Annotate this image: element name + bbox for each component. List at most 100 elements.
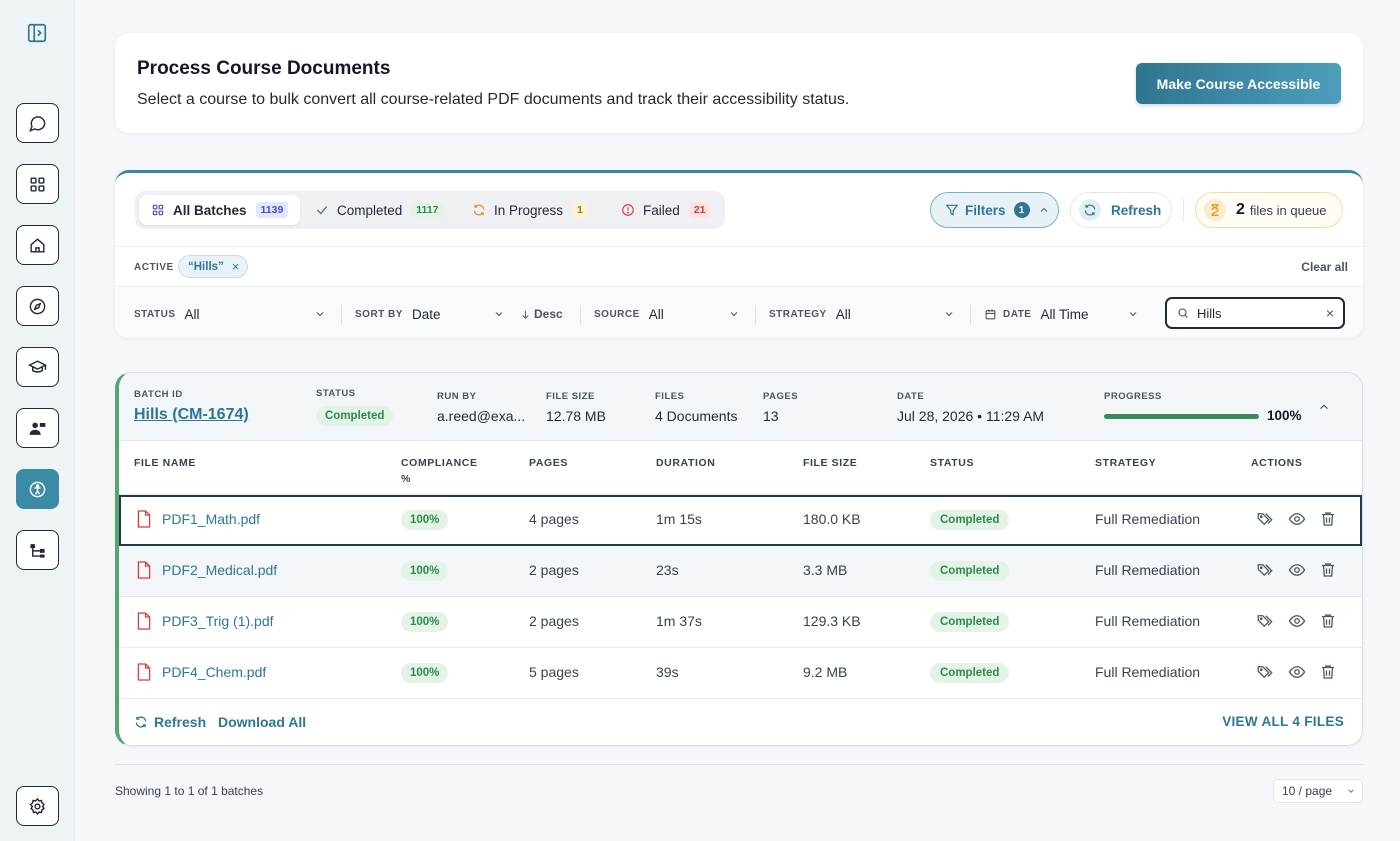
filters-button[interactable]: Filters 1 (930, 192, 1059, 228)
files-table-header: FILE NAME COMPLIANCE% PAGES DURATION FIL… (119, 442, 1362, 495)
tags-icon[interactable] (1256, 510, 1274, 528)
sort-direction-toggle[interactable]: Desc (520, 300, 563, 328)
pdf-file-icon (137, 561, 151, 579)
tab-count: 1139 (255, 202, 289, 218)
courses-button[interactable] (16, 347, 59, 387)
file-name-link[interactable]: PDF3_Trig (1).pdf (162, 613, 274, 629)
file-name-link[interactable]: PDF1_Math.pdf (162, 511, 261, 527)
apps-button[interactable] (16, 164, 59, 204)
files-value: 4 Documents (655, 408, 738, 424)
date-filter[interactable]: DATE All Time (984, 300, 1139, 328)
progress-bar-fill (1104, 414, 1259, 419)
eye-icon[interactable] (1288, 510, 1306, 528)
check-icon (315, 203, 329, 217)
eye-icon[interactable] (1288, 612, 1306, 630)
batch-refresh-button[interactable]: Refresh (134, 714, 206, 730)
tab-label: All Batches (173, 202, 247, 218)
table-row[interactable]: PDF3_Trig (1).pdf 100% 2 pages 1m 37s 12… (119, 597, 1362, 648)
tags-icon[interactable] (1256, 561, 1274, 579)
col-file-name: FILE NAME (134, 457, 196, 469)
batch-toolbar: All Batches 1139 Completed 1117 In Progr… (115, 170, 1363, 338)
strategy-filter[interactable]: STRATEGY All (769, 300, 955, 328)
table-row[interactable]: PDF1_Math.pdf 100% 4 pages 1m 15s 180.0 … (119, 495, 1362, 546)
sync-icon (472, 203, 486, 217)
file-size-cell: 3.3 MB (803, 562, 848, 578)
chat-button[interactable] (16, 103, 59, 143)
strategy-filter-label: STRATEGY (769, 308, 827, 320)
tab-label: Completed (337, 202, 403, 218)
users-button[interactable] (16, 408, 59, 448)
pages-cell: 2 pages (529, 613, 579, 629)
date-filter-value: All Time (1040, 306, 1089, 322)
trash-icon[interactable] (1319, 510, 1337, 528)
search-field[interactable]: × (1165, 297, 1345, 329)
eye-icon[interactable] (1288, 561, 1306, 579)
explore-button[interactable] (16, 286, 59, 326)
duration-cell: 1m 15s (656, 511, 702, 527)
progress-percent: 100% (1267, 408, 1302, 423)
sidebar (0, 0, 75, 841)
tags-icon[interactable] (1256, 663, 1274, 681)
accessibility-icon (29, 481, 46, 497)
queue-count: 2 (1236, 201, 1245, 218)
active-label: ACTIVE (134, 262, 174, 273)
status-badge: Completed (316, 406, 394, 426)
col-compliance-label: COMPLIANCE (401, 457, 478, 469)
file-name-link[interactable]: PDF4_Chem.pdf (162, 664, 267, 680)
search-icon (1178, 308, 1188, 318)
trash-icon[interactable] (1319, 561, 1337, 579)
clear-search-icon[interactable]: × (1325, 305, 1334, 321)
col-compliance: COMPLIANCE% (401, 455, 478, 487)
tab-all-batches[interactable]: All Batches 1139 (139, 195, 301, 225)
sidebar-toggle-icon[interactable] (26, 22, 48, 44)
compliance-badge: 100% (401, 663, 449, 683)
file-name-link[interactable]: PDF2_Medical.pdf (162, 562, 278, 578)
chevron-up-icon (1040, 207, 1047, 212)
refresh-button[interactable]: Refresh (1070, 192, 1172, 228)
filter-row: STATUS All SORT BY Date Desc SOURCE All … (115, 287, 1363, 338)
tags-icon[interactable] (1256, 612, 1274, 630)
page-size-select[interactable]: 10 / page (1273, 779, 1363, 803)
run-by-label: RUN BY (437, 391, 477, 402)
batch-header[interactable]: BATCH ID Hills (CM-1674) STATUS Complete… (119, 373, 1362, 441)
source-filter-value: All (648, 306, 664, 322)
tab-in-progress[interactable]: In Progress 1 (460, 195, 600, 225)
status-badge: Completed (930, 612, 1010, 632)
workflow-icon (30, 543, 45, 558)
source-filter[interactable]: SOURCE All (594, 300, 740, 328)
tab-failed[interactable]: Failed 21 (609, 195, 722, 225)
tab-completed[interactable]: Completed 1117 (303, 195, 456, 225)
table-row[interactable]: PDF4_Chem.pdf 100% 5 pages 39s 9.2 MB Co… (119, 648, 1362, 699)
strategy-cell: Full Remediation (1095, 613, 1201, 629)
active-filter-chip: “Hills” × (178, 255, 249, 278)
chevron-down-icon (316, 312, 324, 317)
workflow-button[interactable] (16, 530, 59, 570)
trash-icon[interactable] (1319, 663, 1337, 681)
accessibility-button[interactable] (16, 469, 59, 509)
chevron-down-icon (1348, 789, 1354, 793)
filter-divider (341, 305, 342, 325)
close-icon[interactable]: × (231, 259, 240, 274)
table-row[interactable]: PDF2_Medical.pdf 100% 2 pages 23s 3.3 MB… (119, 546, 1362, 597)
trash-icon[interactable] (1319, 612, 1337, 630)
batch-id-label: BATCH ID (134, 389, 183, 400)
eye-icon[interactable] (1288, 663, 1306, 681)
date-value: Jul 28, 2026 • 11:29 AM (897, 408, 1045, 424)
home-button[interactable] (16, 225, 59, 265)
settings-button[interactable] (16, 786, 59, 826)
gear-icon (29, 797, 45, 815)
download-all-button[interactable]: Download All (218, 714, 307, 730)
calendar-icon (985, 309, 996, 319)
clear-all-link[interactable]: Clear all (1301, 260, 1348, 274)
status-filter[interactable]: STATUS All (134, 300, 326, 328)
batch-card-footer: Refresh Download All VIEW ALL 4 FILES (119, 700, 1362, 745)
status-badge: Completed (930, 561, 1010, 581)
sort-by-filter[interactable]: SORT BY Date (355, 300, 505, 328)
chevron-up-icon[interactable] (1317, 400, 1331, 414)
batch-id-link[interactable]: Hills (CM-1674) (134, 406, 249, 423)
search-input[interactable] (1197, 305, 1307, 321)
duration-cell: 23s (656, 562, 679, 578)
make-course-accessible-button[interactable]: Make Course Accessible (1136, 63, 1341, 104)
pages-cell: 5 pages (529, 664, 579, 680)
view-all-files-link[interactable]: VIEW ALL 4 FILES (1222, 714, 1344, 729)
